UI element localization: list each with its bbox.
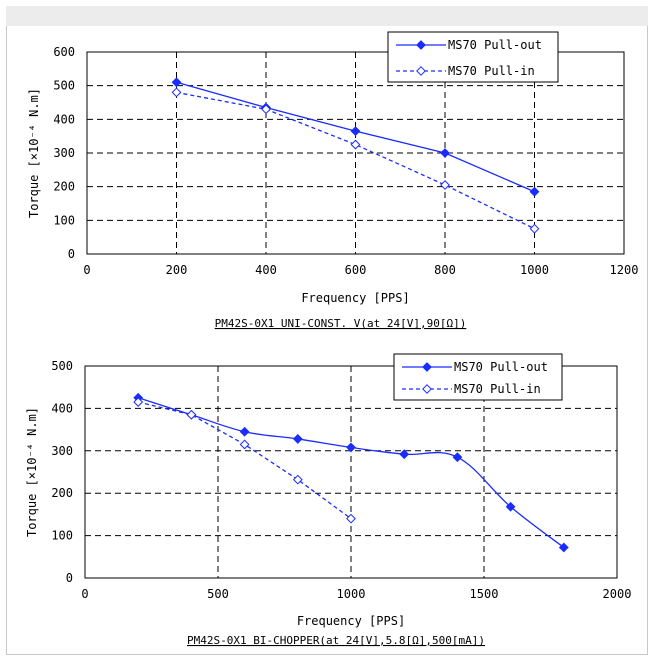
pull-out-point: [529, 186, 540, 197]
pull-in-point: [133, 397, 144, 407]
y-tick-label: 200: [53, 180, 75, 194]
y-tick-label: 600: [53, 45, 75, 59]
pull-out-point: [505, 501, 516, 512]
legend-box: [387, 31, 559, 83]
x-tick-label: 500: [207, 587, 229, 601]
pull-out-point: [292, 434, 303, 444]
pull-out-point: [171, 77, 182, 88]
chart-caption: PM42S-0X1 BI-CHOPPER(at 24[V],5.8[Ω],500…: [187, 634, 485, 647]
legend-box: [393, 353, 563, 401]
legend-marker: [422, 384, 432, 394]
pull-in-point: [529, 223, 540, 234]
y-tick-label: 0: [68, 247, 75, 261]
plot-area-border: [86, 51, 625, 255]
pull-out-point: [558, 542, 569, 553]
legend-marker: [416, 40, 426, 50]
legend-marker: [416, 66, 426, 76]
y-tick-label: 200: [51, 486, 73, 500]
pull-in-point: [261, 104, 271, 115]
x-tick-label: 600: [345, 263, 367, 277]
pull-in-point: [171, 87, 182, 98]
y-tick-label: 100: [51, 529, 73, 543]
x-tick-label: 1200: [610, 263, 639, 277]
y-axis-label: Torque [×10⁻⁴ N.m]: [27, 88, 41, 218]
figure-frame: [6, 6, 648, 655]
x-tick-label: 0: [81, 587, 88, 601]
x-tick-label: 1000: [520, 263, 549, 277]
x-axis-label: Frequency [PPS]: [301, 291, 409, 305]
legend-label: MS70 Pull-out: [454, 360, 548, 374]
y-tick-label: 500: [51, 359, 73, 373]
y-tick-label: 0: [66, 571, 73, 585]
pull-out-point: [440, 148, 450, 158]
pull-out-point: [399, 449, 410, 460]
plot-area-border: [84, 365, 618, 579]
y-tick-label: 400: [51, 401, 73, 415]
legend-marker: [422, 362, 432, 372]
pull-in-point: [292, 474, 303, 485]
y-tick-label: 300: [51, 444, 73, 458]
y-tick-label: 100: [53, 213, 75, 227]
pull-in-point: [239, 439, 250, 450]
y-tick-label: 300: [53, 146, 75, 160]
ms70-pull-in-line: [138, 401, 352, 520]
pull-in-point: [440, 180, 450, 190]
x-tick-label: 2000: [603, 587, 632, 601]
x-tick-label: 0: [83, 263, 90, 277]
pull-out-point: [239, 426, 250, 437]
pull-out-point: [346, 442, 356, 453]
y-tick-label: 500: [53, 79, 75, 93]
x-tick-label: 200: [166, 263, 188, 277]
pull-in-point: [346, 513, 356, 524]
figure-top-bar: [6, 6, 648, 26]
x-tick-label: 400: [255, 263, 277, 277]
x-tick-label: 1000: [337, 587, 366, 601]
legend-label: MS70 Pull-in: [454, 382, 541, 396]
chart-caption: PM42S-0X1 UNI-CONST. V(at 24[V],90[Ω]): [215, 317, 467, 330]
x-tick-label: 1500: [470, 587, 499, 601]
pull-out-point: [350, 126, 361, 137]
pull-in-point: [186, 409, 197, 420]
x-tick-label: 800: [434, 263, 456, 277]
y-tick-label: 400: [53, 112, 75, 126]
legend-label: MS70 Pull-out: [448, 38, 542, 52]
ms70-pull-in-line: [176, 91, 535, 230]
x-axis-label: Frequency [PPS]: [297, 614, 405, 628]
pull-out-point: [452, 452, 463, 463]
legend-label: MS70 Pull-in: [448, 64, 535, 78]
y-axis-label: Torque [×10⁻⁴ N.m]: [25, 407, 39, 537]
pull-in-point: [350, 139, 361, 150]
